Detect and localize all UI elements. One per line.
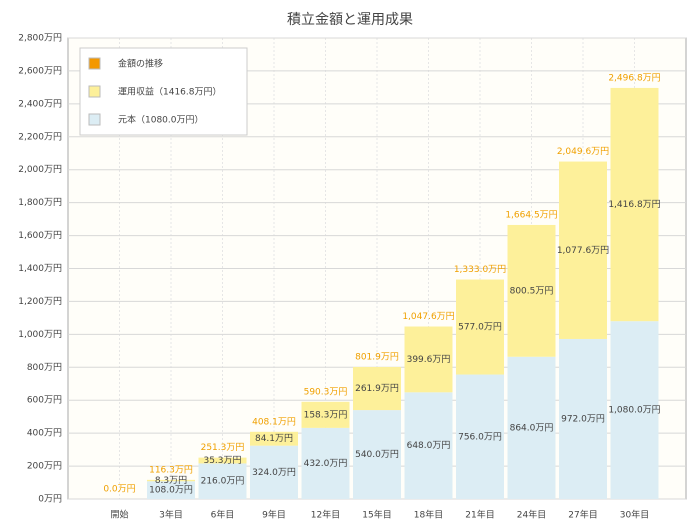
value-label: 8.3万円 bbox=[155, 475, 187, 486]
value-label: 1,080.0万円 bbox=[608, 405, 660, 416]
y-tick-label: 1,600万円 bbox=[18, 230, 62, 241]
x-tick-label: 21年目 bbox=[465, 509, 494, 521]
total-label: 590.3万円 bbox=[304, 386, 348, 397]
bar-segment bbox=[147, 481, 195, 499]
legend-label: 運用収益（1416.8万円） bbox=[118, 86, 222, 98]
bar-segment bbox=[147, 479, 195, 482]
bar-segment bbox=[404, 326, 453, 393]
x-tick-label: 27年目 bbox=[568, 509, 597, 521]
total-label: 2,496.8万円 bbox=[608, 72, 660, 83]
x-tick-label: 24年目 bbox=[517, 509, 546, 521]
total-label: 801.9万円 bbox=[355, 351, 399, 362]
total-label: 0.0万円 bbox=[103, 484, 135, 495]
total-label: 1,664.5万円 bbox=[505, 209, 557, 220]
value-label: 324.0万円 bbox=[252, 467, 296, 478]
x-tick-label: 30年目 bbox=[620, 509, 649, 521]
bar-segment bbox=[250, 445, 298, 499]
bar-segment bbox=[250, 431, 298, 446]
value-label: 648.0万円 bbox=[407, 440, 451, 451]
value-label: 216.0万円 bbox=[201, 476, 245, 487]
legend-box bbox=[79, 47, 248, 136]
value-label: 35.3万円 bbox=[203, 455, 241, 466]
value-label: 432.0万円 bbox=[304, 458, 348, 469]
value-label: 800.5万円 bbox=[510, 285, 554, 296]
chart-title: 積立金額と運用成果 bbox=[287, 12, 413, 28]
legend-swatch bbox=[88, 57, 101, 70]
value-label: 972.0万円 bbox=[561, 413, 605, 424]
y-tick-label: 0万円 bbox=[38, 494, 62, 505]
x-tick-label: 6年目 bbox=[211, 509, 235, 521]
bar-segment bbox=[353, 366, 401, 411]
legend-swatch bbox=[88, 113, 101, 126]
bar-segment bbox=[301, 401, 350, 428]
value-label: 756.0万円 bbox=[458, 431, 502, 442]
bar-segment bbox=[507, 356, 556, 499]
total-label: 1,047.6万円 bbox=[402, 311, 454, 322]
bar-segment bbox=[353, 410, 401, 499]
value-label: 84.1万円 bbox=[255, 433, 293, 444]
bar-segment bbox=[610, 87, 659, 322]
x-tick-label: 開始 bbox=[110, 509, 128, 521]
bar-segment bbox=[559, 338, 607, 499]
total-label: 2,049.6万円 bbox=[557, 146, 609, 157]
total-label: 408.1万円 bbox=[252, 416, 296, 427]
value-label: 577.0万円 bbox=[458, 322, 502, 333]
y-tick-label: 2,200万円 bbox=[18, 131, 62, 142]
value-label: 158.3万円 bbox=[304, 409, 348, 420]
x-tick-label: 3年目 bbox=[159, 509, 183, 521]
y-tick-label: 1,800万円 bbox=[18, 197, 62, 208]
bar-segment bbox=[507, 224, 556, 357]
y-tick-label: 1,000万円 bbox=[18, 329, 62, 340]
bar-segment bbox=[456, 374, 504, 499]
y-tick-label: 600万円 bbox=[27, 395, 62, 406]
value-label: 261.9万円 bbox=[355, 383, 399, 394]
bar-segment bbox=[559, 161, 607, 339]
total-label: 1,333.0万円 bbox=[454, 264, 506, 275]
bar-segment bbox=[456, 279, 504, 375]
bar-segment bbox=[301, 427, 350, 499]
value-label: 1,416.8万円 bbox=[608, 199, 660, 210]
y-tick-label: 200万円 bbox=[27, 461, 62, 472]
total-label: 116.3万円 bbox=[149, 464, 193, 475]
y-tick-label: 2,600万円 bbox=[18, 65, 62, 76]
x-tick-label: 18年目 bbox=[414, 509, 443, 521]
bar-segment bbox=[404, 392, 453, 499]
bar-segment bbox=[610, 321, 659, 499]
y-tick-label: 2,800万円 bbox=[18, 33, 62, 44]
y-tick-label: 1,200万円 bbox=[18, 296, 62, 307]
x-tick-label: 12年目 bbox=[311, 509, 340, 521]
x-tick-label: 9年目 bbox=[262, 509, 286, 521]
y-tick-label: 1,400万円 bbox=[18, 263, 62, 274]
value-label: 864.0万円 bbox=[510, 422, 554, 433]
y-tick-label: 800万円 bbox=[27, 362, 62, 373]
legend-label: 元本（1080.0万円） bbox=[118, 114, 204, 126]
y-tick-label: 2,400万円 bbox=[18, 98, 62, 109]
bar-segment bbox=[198, 463, 247, 499]
value-label: 399.6万円 bbox=[407, 354, 451, 365]
legend-swatch bbox=[88, 85, 101, 98]
y-tick-label: 2,000万円 bbox=[18, 164, 62, 175]
legend-title: 金額の推移 bbox=[118, 58, 163, 70]
value-label: 1,077.6万円 bbox=[557, 245, 609, 256]
x-tick-label: 15年目 bbox=[362, 509, 391, 521]
bar-segment bbox=[198, 457, 247, 464]
value-label: 540.0万円 bbox=[355, 449, 399, 460]
total-label: 251.3万円 bbox=[201, 442, 245, 453]
value-label: 108.0万円 bbox=[149, 485, 193, 496]
y-tick-label: 400万円 bbox=[27, 428, 62, 439]
